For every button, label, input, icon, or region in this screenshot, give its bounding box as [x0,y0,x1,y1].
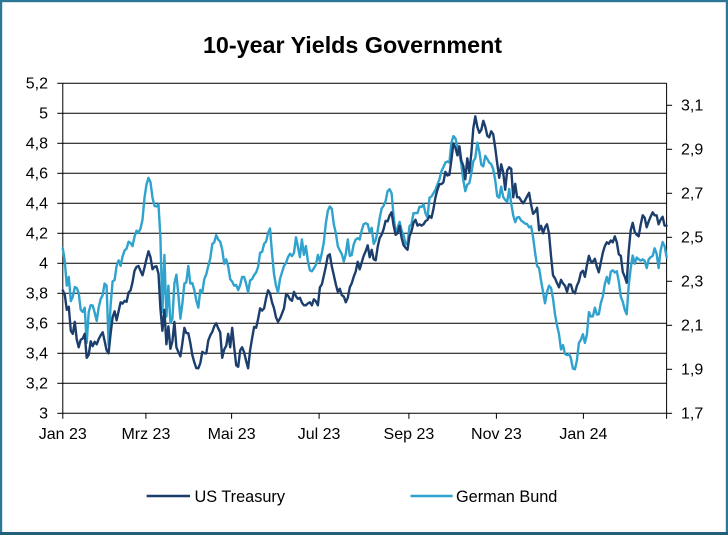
svg-text:Nov 23: Nov 23 [471,426,522,443]
svg-text:3: 3 [39,405,48,422]
svg-text:Jan 23: Jan 23 [39,426,87,443]
svg-text:3,4: 3,4 [26,345,48,362]
svg-text:2,5: 2,5 [681,229,703,246]
svg-text:2,3: 2,3 [681,273,703,290]
svg-text:4: 4 [39,255,48,272]
svg-text:5: 5 [39,105,48,122]
svg-text:3,6: 3,6 [26,315,48,332]
svg-text:Sep 23: Sep 23 [384,426,435,443]
svg-text:4,2: 4,2 [26,225,48,242]
svg-text:10-year Yields Government: 10-year Yields Government [203,32,502,58]
svg-text:3,2: 3,2 [26,375,48,392]
svg-text:2,7: 2,7 [681,185,703,202]
svg-text:4,4: 4,4 [26,195,48,212]
svg-text:Mai 23: Mai 23 [208,426,256,443]
svg-text:4,8: 4,8 [26,135,48,152]
svg-text:1,9: 1,9 [681,361,703,378]
svg-text:3,8: 3,8 [26,285,48,302]
svg-text:Jan 24: Jan 24 [559,426,607,443]
svg-text:US Treasury: US Treasury [195,488,286,506]
svg-text:1,7: 1,7 [681,405,703,422]
svg-text:Jul 23: Jul 23 [298,426,341,443]
svg-text:2,1: 2,1 [681,317,703,334]
svg-text:5,2: 5,2 [26,75,48,92]
svg-text:2,9: 2,9 [681,141,703,158]
svg-text:Mrz 23: Mrz 23 [121,426,170,443]
svg-text:4,6: 4,6 [26,165,48,182]
svg-text:German Bund: German Bund [456,488,557,506]
svg-text:3,1: 3,1 [681,97,703,114]
